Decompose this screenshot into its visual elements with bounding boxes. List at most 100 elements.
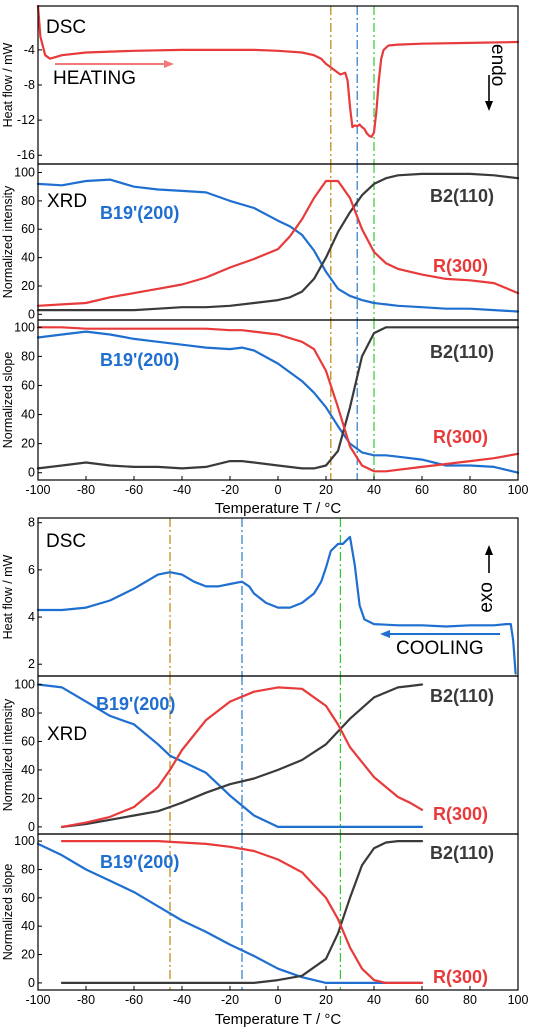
heating-xtick-label: -60 — [125, 483, 143, 497]
heating-xtick-label: -100 — [25, 483, 50, 497]
cooling-slope-curve-b2-110 — [60, 840, 424, 984]
heating-dsc-ylabel: Heat flow / mW — [1, 42, 15, 127]
cooling-dsc-ytick-label: 4 — [28, 610, 35, 624]
cooling-xrd-ylabel: Normalized intensity — [1, 698, 15, 811]
heating-xtick-label: 40 — [367, 483, 381, 497]
cooling-xrd-ytick-label: 20 — [21, 791, 35, 805]
heating-xrd-ytick-label: 0 — [28, 307, 35, 321]
endo-arrow-head — [485, 101, 493, 111]
cooling-direction-label: exo — [476, 582, 497, 613]
cooling-xrd-curve-b2-110 — [60, 683, 424, 828]
cooling-slope-ytick-label: 60 — [21, 891, 35, 905]
cooling-slope-ytick-label: 20 — [21, 948, 35, 962]
heating-slope-panel: 0 20 40 60 80 100 -100 -80 -60 -40 -20 0 20 40 60 80 10… — [1, 319, 528, 517]
cooling-xrd-b2-label: B2(110) — [430, 686, 494, 706]
heating-dsc-ytick-label: -4 — [24, 43, 35, 57]
heating-xtick-label: -20 — [221, 483, 239, 497]
heating-process-label: HEATING — [53, 68, 136, 89]
heating-slope-curve-b2-110 — [36, 326, 520, 470]
cooling-xrd-b19-label: B19'(200) — [96, 694, 175, 714]
heating-slope-curve-b19-200 — [36, 330, 520, 474]
cooling-slope-b19-label: B19'(200) — [100, 852, 179, 872]
cooling-xrd-curve-r-300 — [60, 686, 424, 828]
cooling-slope-panel: 0 20 40 60 80 100 -100 -80 -60 -40 -20 0 20 40 60 80 10… — [1, 833, 529, 1028]
cooling-xtick-label: -60 — [125, 993, 143, 1007]
heating-xrd-tag: XRD — [47, 191, 87, 212]
cooling-xtick-label: -100 — [25, 993, 50, 1007]
heating-slope-ytick-label: 20 — [21, 437, 35, 451]
heating-xtick-label: 80 — [463, 483, 477, 497]
heating-dsc-ytick-label: -12 — [17, 113, 35, 127]
heating-slope-b19-label: B19'(200) — [100, 350, 179, 370]
heating-xrd-curve-b2-110 — [36, 172, 520, 312]
cooling-dsc-ytick-label: 8 — [28, 516, 35, 530]
cooling-xlabel: Temperature T / °C — [215, 1011, 341, 1028]
cooling-xtick-label: 40 — [367, 993, 381, 1007]
cooling-dsc-ytick-label: 6 — [28, 563, 35, 577]
cooling-xrd-ytick-label: 100 — [14, 678, 35, 692]
heating-xtick-label: 60 — [415, 483, 429, 497]
heating-xrd-ytick-label: 80 — [21, 194, 35, 208]
cooling-dsc-ylabel: Heat flow / mW — [1, 554, 15, 639]
heating-xtick-label: 20 — [319, 483, 333, 497]
cooling-slope-b2-label: B2(110) — [430, 843, 494, 863]
cooling-xrd-tag: XRD — [47, 724, 87, 745]
cooling-xrd-curve-b19-200 — [36, 683, 424, 828]
cooling-dsc-tag: DSC — [46, 531, 86, 552]
cooling-xrd-ytick-label: 60 — [21, 734, 35, 748]
heating-xrd-ylabel: Normalized intensity — [1, 185, 15, 298]
heating-slope-ylabel: Normalized slope — [1, 352, 15, 449]
heating-slope-b2-label: B2(110) — [430, 342, 494, 362]
cooling-xrd-ytick-label: 80 — [21, 706, 35, 720]
cooling-slope-ytick-label: 0 — [28, 976, 35, 990]
heating-xrd-ytick-label: 20 — [21, 279, 35, 293]
cooling-xrd-r-label: R(300) — [433, 804, 488, 824]
exo-arrow-head — [485, 545, 493, 555]
cooling-slope-r-label: R(300) — [433, 967, 488, 987]
heating-xrd-b2-label: B2(110) — [430, 186, 494, 206]
heating-xrd-b19-label: B19'(200) — [100, 203, 179, 223]
heating-slope-ytick-label: 80 — [21, 349, 35, 363]
cooling-slope-ylabel: Normalized slope — [1, 864, 15, 961]
cooling-xtick-label: -20 — [221, 993, 239, 1007]
cooling-xtick-label: 60 — [415, 993, 429, 1007]
heating-xrd-ytick-label: 100 — [14, 166, 35, 180]
heating-xrd-panel: 0 20 40 60 80 100 XRD B19'(200) B2(110) R(300… — [1, 163, 520, 321]
heating-slope-ytick-label: 40 — [21, 408, 35, 422]
cooling-process-label: COOLING — [396, 638, 484, 659]
heating-slope-ytick-label: 0 — [28, 466, 35, 480]
cooling-slope-ytick-label: 40 — [21, 919, 35, 933]
heating-xrd-ytick-label: 60 — [21, 222, 35, 236]
heating-slope-curve-r-300 — [36, 326, 520, 473]
cooling-xtick-label: 20 — [319, 993, 333, 1007]
heating-slope-ytick-label: 60 — [21, 378, 35, 392]
heating-dsc-curve-heat-flow — [36, 4, 520, 138]
cooling-xtick-label: -40 — [173, 993, 191, 1007]
cooling-xtick-label: 100 — [508, 993, 529, 1007]
cooling-dsc-ytick-label: 2 — [28, 657, 35, 671]
cooling-xrd-ytick-label: 0 — [28, 820, 35, 834]
cooling-xtick-label: 80 — [463, 993, 477, 1007]
cooling-dsc-panel: 2 4 6 8 DSC COOLING exo Heat flow / mW — [1, 516, 519, 677]
heating-xlabel: Temperature T / °C — [215, 500, 341, 517]
heating-xrd-r-label: R(300) — [433, 256, 488, 276]
cooling-xtick-label: 0 — [275, 993, 282, 1007]
cooling-xrd-panel: 0 20 40 60 80 100 XRD B19'(200) B2(110) R(300… — [1, 675, 519, 835]
heating-xtick-label: 0 — [275, 483, 282, 497]
cooling-section: 2 4 6 8 DSC COOLING exo Heat flow / mW 0 20 4… — [1, 516, 528, 1028]
heating-dsc-panel: -4 -8 -12 -16 DSC HEATING endo Heat flow / … — [1, 4, 520, 165]
heating-slope-ytick-label: 100 — [14, 320, 35, 334]
heating-dsc-ytick-label: -16 — [17, 148, 35, 162]
heating-xrd-ytick-label: 40 — [21, 251, 35, 265]
cooling-slope-ytick-label: 100 — [14, 834, 35, 848]
heating-slope-r-label: R(300) — [433, 427, 488, 447]
cooling-slope-curve-b19-200 — [36, 842, 424, 984]
heating-direction-label: endo — [487, 44, 508, 86]
cooling-dsc-curve-heat-flow — [36, 535, 517, 675]
heating-xtick-label: -80 — [77, 483, 95, 497]
cooling-slope-curve-r-300 — [60, 840, 424, 984]
heating-section: -4 -8 -12 -16 DSC HEATING endo Heat flow / … — [1, 4, 528, 517]
heating-xrd-curve-b19-200 — [36, 178, 520, 313]
cooling-slope-ytick-label: 80 — [21, 862, 35, 876]
